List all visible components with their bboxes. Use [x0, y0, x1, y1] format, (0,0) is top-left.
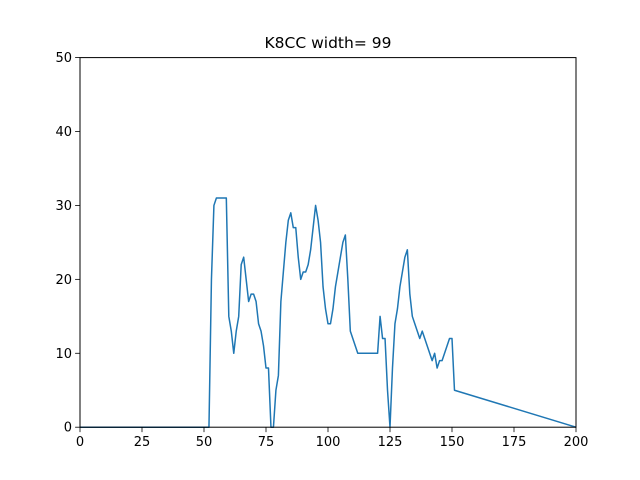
- x-tick-label: 175: [502, 435, 527, 450]
- y-tick-label: 40: [55, 125, 72, 140]
- chart-title: K8CC width= 99: [265, 34, 392, 52]
- x-tick-label: 50: [196, 435, 213, 450]
- series-line: [80, 197, 577, 428]
- x-tick-label: 150: [440, 435, 465, 450]
- x-tick-label: 125: [378, 435, 403, 450]
- x-tick-label: 0: [76, 435, 84, 450]
- plot-frame: [79, 57, 577, 428]
- y-tick-label: 50: [55, 51, 72, 66]
- y-tick-label: 10: [55, 347, 72, 362]
- x-tick-label: 200: [564, 435, 589, 450]
- x-tick-label: 75: [258, 435, 275, 450]
- y-tick-label: 30: [55, 199, 72, 214]
- x-tick-label: 100: [316, 435, 341, 450]
- y-tick-label: 20: [55, 273, 72, 288]
- y-tick-label: 0: [64, 421, 72, 436]
- x-tick-label: 25: [134, 435, 151, 450]
